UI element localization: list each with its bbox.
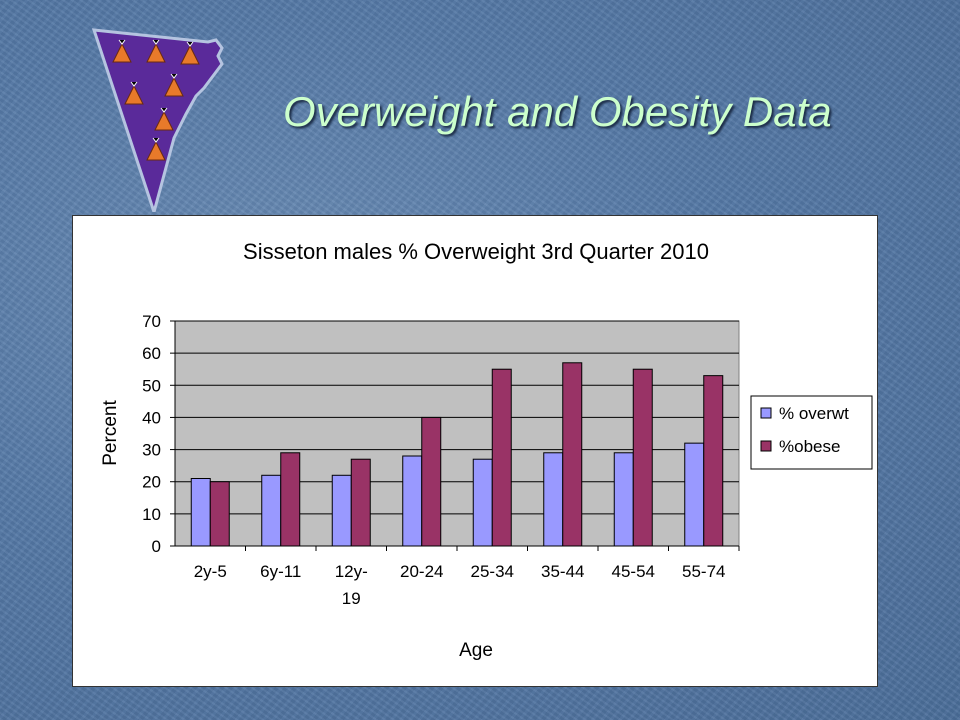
y-tick-label: 50 [142, 376, 161, 395]
slide-title: Overweight and Obesity Data [283, 88, 832, 135]
y-axis-label: Percent [100, 400, 121, 466]
bar [703, 375, 724, 547]
bar [543, 452, 564, 547]
chart-title: Sisseton males % Overweight 3rd Quarter … [243, 239, 709, 264]
x-tick-label: 12y-19 [335, 562, 368, 608]
y-tick-label: 40 [142, 408, 161, 427]
bar [472, 458, 493, 547]
legend-label: % overwt [779, 404, 849, 423]
bar-chart: Sisseton males % Overweight 3rd Quarter … [100, 239, 873, 661]
legend-label: %obese [779, 437, 840, 456]
plot-area [174, 320, 740, 547]
bar [190, 478, 211, 547]
x-tick-label: 6y-11 [260, 562, 301, 581]
y-tick-label: 20 [142, 473, 161, 492]
chart-frame: Sisseton males % Overweight 3rd Quarter … [72, 215, 878, 687]
bar [684, 442, 705, 547]
y-tick-label: 0 [152, 537, 161, 556]
bar [280, 452, 301, 547]
y-tick-label: 60 [142, 344, 161, 363]
x-tick-label: 20-24 [400, 562, 443, 581]
bar [632, 368, 653, 547]
y-tick-label: 70 [142, 312, 161, 331]
bar [491, 368, 512, 547]
legend-swatch [760, 440, 772, 452]
x-tick-label: 45-54 [612, 562, 655, 581]
y-tick-label: 30 [142, 441, 161, 460]
x-tick-label: 25-34 [471, 562, 514, 581]
bar [613, 452, 634, 547]
x-tick-label: 55-74 [682, 562, 725, 581]
bar [562, 362, 583, 547]
bar [261, 474, 282, 547]
bar [209, 481, 230, 547]
x-tick-label: 35-44 [541, 562, 584, 581]
y-tick-label: 10 [142, 505, 161, 524]
bar [402, 455, 423, 547]
bar [331, 474, 352, 547]
bar [421, 416, 442, 547]
legend-swatch [760, 407, 772, 419]
x-axis-label: Age [459, 640, 493, 661]
bar [350, 458, 371, 547]
teepee-flag-logo-icon [91, 28, 224, 212]
x-tick-label: 2y-5 [194, 562, 227, 581]
